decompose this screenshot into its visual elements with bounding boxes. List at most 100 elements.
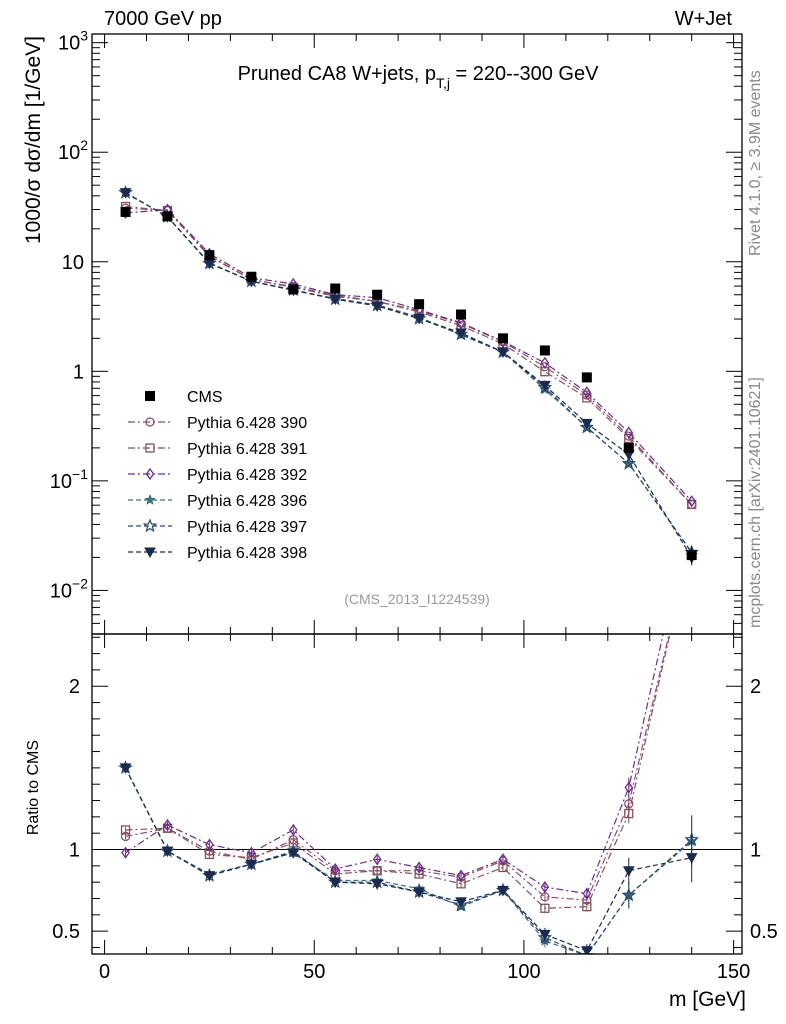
ratio-1-point-12 — [624, 808, 634, 819]
rtick-label-r-1: 1 — [750, 840, 761, 862]
ytick-label-2: 1 — [73, 361, 84, 383]
legend-marker-4 — [142, 518, 158, 533]
ratio-2-point-6 — [372, 853, 382, 866]
series-5-point-11 — [580, 418, 593, 430]
ratio-5-point-11 — [580, 946, 593, 954]
rtick-label-r-2: 2 — [750, 676, 761, 698]
ratio-1-point-13 — [688, 535, 696, 543]
series-line-1 — [125, 205, 693, 505]
ratio-5-point-6 — [371, 879, 384, 890]
ratio-5-point-13 — [685, 853, 698, 864]
ratio-2-point-9 — [498, 853, 508, 866]
series-2-point-10 — [540, 356, 550, 370]
series-4-point-12 — [621, 455, 637, 470]
legend-label-2: Pythia 6.428 392 — [187, 467, 307, 484]
ytick-label-3: 10 — [62, 252, 84, 274]
ratio-2-point-7 — [414, 861, 424, 874]
ratio-2-point-12 — [624, 781, 634, 794]
rtick-label-l-2: 2 — [69, 676, 80, 698]
ratio-2-point-4 — [288, 823, 298, 837]
ratio-2-point-11 — [582, 887, 592, 900]
cms-point-0 — [120, 206, 131, 217]
ratio-2-point-10 — [540, 880, 550, 894]
ratio-frame — [91, 633, 743, 955]
legend-marker-1 — [145, 443, 155, 453]
series-2-point-12 — [624, 426, 634, 439]
series-5-point-0 — [119, 188, 132, 199]
series-line-2 — [125, 209, 693, 502]
legend-label-4: Pythia 6.428 397 — [187, 519, 307, 536]
rtick-label-r-0: 0.5 — [750, 921, 778, 943]
xtick-label-1: 50 — [303, 961, 325, 983]
legend-marker-0 — [145, 417, 155, 427]
series-5-point-10 — [539, 380, 551, 392]
chart-title: Pruned CA8 W+jets, pT,j = 220--300 GeV — [238, 63, 600, 91]
energy-label: 7000 GeV pp — [104, 8, 222, 30]
ratio-2-point-1 — [163, 818, 172, 832]
legend-label-1: Pythia 6.428 391 — [187, 441, 307, 458]
series-5-point-7 — [413, 314, 425, 325]
cms-point-4 — [288, 284, 299, 295]
series-line-5 — [125, 192, 693, 558]
ratio-y-axis-label: Ratio to CMS — [25, 740, 42, 835]
ratio-5-point-2 — [203, 871, 216, 882]
ratio-5-point-1 — [161, 846, 174, 858]
ratio-2-point-8 — [456, 869, 466, 882]
y-axis-label: 1000/σ dσ/dm [1/GeV] — [22, 36, 45, 244]
series-4-point-11 — [579, 419, 595, 434]
ratio-4-point-12 — [621, 887, 637, 902]
legend-label-0: Pythia 6.428 390 — [187, 415, 307, 432]
xtick-label-0: 0 — [99, 961, 110, 983]
ratio-5-point-10 — [539, 929, 551, 941]
process-label: W+Jet — [674, 8, 732, 30]
series-0-point-10 — [540, 362, 550, 372]
series-1-point-11 — [582, 393, 592, 403]
series-2-point-11 — [582, 386, 592, 399]
ytick-label-1: 10−1 — [50, 466, 88, 493]
cms-point-11 — [581, 372, 592, 383]
ratio-5-point-3 — [245, 859, 258, 871]
main-frame — [91, 33, 743, 635]
legend-marker-3 — [144, 493, 156, 505]
ratio-line-5 — [124, 767, 692, 952]
legend-label-5: Pythia 6.428 398 — [187, 545, 307, 562]
ratio-line-1 — [125, 634, 671, 909]
ratio-1-point-11 — [582, 902, 592, 912]
cms-point-10 — [539, 345, 550, 356]
cms-point-6 — [372, 289, 383, 300]
cms-point-8 — [456, 309, 467, 320]
cms-point-5 — [330, 283, 341, 294]
xtick-label-3: 150 — [717, 961, 750, 983]
cms-point-2 — [204, 250, 215, 261]
rtick-label-l-0: 0.5 — [52, 921, 80, 943]
series-5-point-5 — [329, 294, 342, 306]
ratio-2-point-2 — [205, 838, 214, 851]
ratio-2-point-0 — [121, 846, 130, 859]
cms-point-3 — [246, 271, 257, 282]
legend-cms-marker — [145, 391, 155, 401]
ratio-1-point-10 — [540, 903, 550, 913]
series-5-point-8 — [455, 328, 467, 339]
cms-point-12 — [623, 442, 634, 453]
series-2-point-13 — [687, 495, 696, 508]
ratio-5-point-9 — [497, 885, 509, 897]
cms-point-13 — [686, 550, 697, 561]
cms-point-1 — [162, 211, 173, 222]
xtick-label-2: 100 — [507, 961, 540, 983]
ratio-line-2 — [125, 634, 664, 895]
ytick-label-5: 103 — [58, 28, 88, 55]
series-5-point-9 — [497, 347, 509, 359]
ratio-5-point-8 — [455, 897, 467, 908]
analysis-id: (CMS_2013_I1224539) — [344, 591, 490, 607]
ratio-1-point-0 — [120, 825, 131, 835]
ratio-5-point-5 — [329, 877, 342, 889]
ratio-5-point-7 — [413, 887, 425, 898]
cms-point-7 — [414, 299, 425, 310]
ratio-5-point-12 — [622, 866, 635, 877]
legend-cms-label: CMS — [187, 389, 223, 406]
rtick-label-l-1: 1 — [69, 840, 80, 862]
ratio-5-point-4 — [287, 848, 300, 859]
cms-point-9 — [497, 333, 508, 344]
ratio-5-point-0 — [119, 763, 132, 774]
